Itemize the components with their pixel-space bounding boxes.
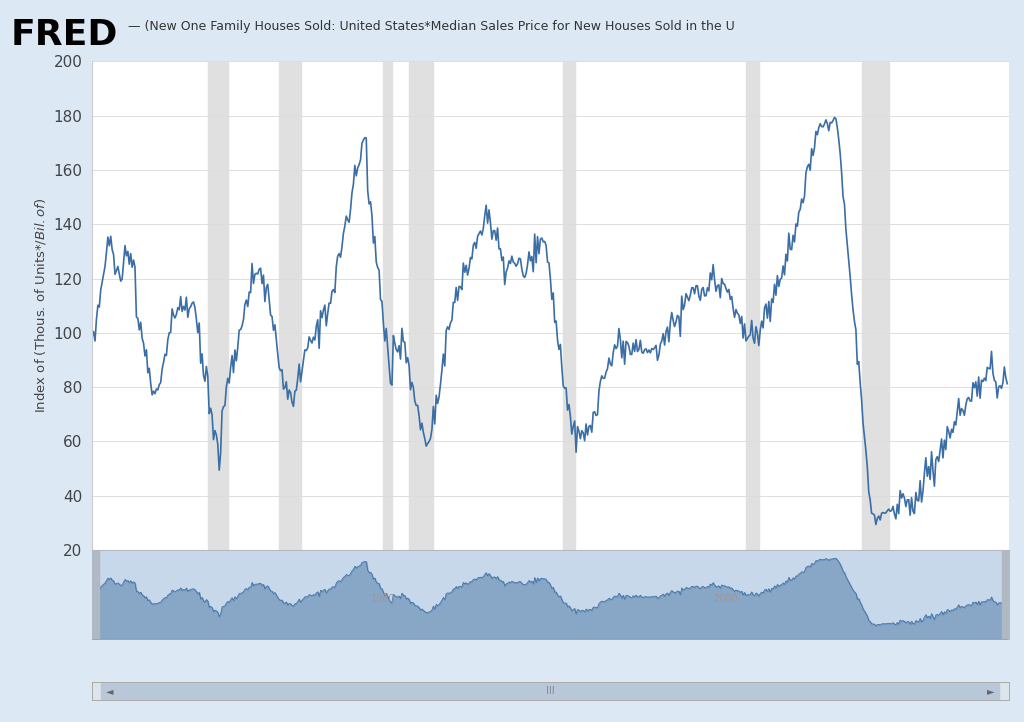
Text: — (New One Family Houses Sold: United States*Median Sales Price for New Houses S: — (New One Family Houses Sold: United St… — [128, 20, 735, 33]
Bar — [90, 550, 99, 639]
Bar — [383, 61, 392, 550]
Bar — [280, 61, 301, 550]
Bar — [208, 61, 227, 550]
Text: 2000: 2000 — [714, 594, 738, 604]
Text: 1980: 1980 — [371, 594, 395, 604]
Bar — [563, 61, 574, 550]
Y-axis label: Index of (Thous. of Units*$/Bil. of $): Index of (Thous. of Units*$/Bil. of $) — [33, 198, 48, 414]
Bar — [409, 61, 433, 550]
Text: FRED: FRED — [10, 18, 118, 52]
Text: ►: ► — [987, 687, 995, 696]
Text: ◄: ◄ — [105, 687, 114, 696]
Bar — [745, 61, 759, 550]
Bar — [861, 61, 889, 550]
Bar — [1001, 550, 1011, 639]
Text: III: III — [546, 687, 555, 696]
